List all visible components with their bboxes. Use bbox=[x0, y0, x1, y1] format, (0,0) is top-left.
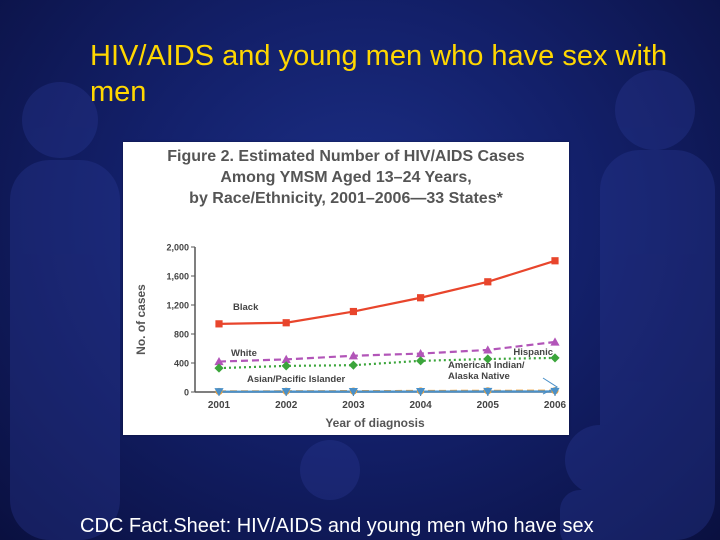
data-point bbox=[550, 353, 560, 363]
y-tick-label: 0 bbox=[184, 388, 189, 398]
y-tick-label: 1,200 bbox=[166, 301, 189, 311]
x-tick-label: 2005 bbox=[477, 400, 500, 411]
series-line bbox=[218, 340, 556, 363]
chart-axes: 0 400 800 1,200 1,600 2,000 2001 2002 2003 2004 20… bbox=[134, 243, 567, 431]
data-point bbox=[348, 360, 358, 370]
data-point bbox=[215, 320, 223, 328]
x-tick-label: 2003 bbox=[342, 400, 365, 411]
data-point bbox=[214, 356, 224, 366]
data-point bbox=[483, 354, 493, 364]
figure-title-line: Figure 2. Estimated Number of HIV/AIDS C… bbox=[167, 148, 525, 165]
figure-panel: Figure 2. Estimated Number of HIV/AIDS C… bbox=[123, 142, 569, 435]
data-point bbox=[416, 348, 426, 358]
series-label: Black bbox=[233, 302, 259, 313]
x-tick-label: 2006 bbox=[544, 400, 567, 411]
data-point bbox=[282, 319, 290, 327]
data-point bbox=[417, 294, 425, 302]
series-line bbox=[218, 356, 556, 370]
series-line bbox=[218, 259, 556, 325]
chart-series-labels: Black Hispanic White Asian/Pacific Islander… bbox=[231, 302, 559, 395]
source-footer: CDC Fact.Sheet: HIV/AIDS and young men w… bbox=[80, 515, 594, 537]
data-point bbox=[483, 345, 493, 354]
y-tick-label: 400 bbox=[174, 359, 189, 369]
series-label: Hispanic bbox=[513, 347, 553, 358]
data-point bbox=[348, 388, 358, 397]
data-point bbox=[483, 387, 493, 397]
y-tick-label: 1,600 bbox=[166, 272, 189, 282]
data-point bbox=[550, 387, 560, 397]
figure-title-line: by Race/Ethnicity, 2001–2006—33 States* bbox=[189, 190, 503, 207]
figure-title: Figure 2. Estimated Number of HIV/AIDS C… bbox=[123, 146, 569, 209]
data-point bbox=[550, 337, 560, 346]
y-axis-label: No. of cases bbox=[134, 284, 148, 355]
y-tick-label: 800 bbox=[174, 330, 189, 340]
data-point bbox=[348, 351, 358, 360]
y-tick-label: 2,000 bbox=[166, 243, 189, 253]
data-point bbox=[214, 363, 224, 373]
data-point bbox=[281, 354, 291, 363]
series-label: American Indian/Alaska Native bbox=[448, 360, 525, 382]
data-point bbox=[484, 278, 492, 286]
label-callout bbox=[542, 377, 559, 395]
data-point bbox=[416, 387, 426, 397]
data-point bbox=[214, 388, 224, 397]
x-tick-label: 2004 bbox=[409, 400, 432, 411]
slide-title: HIV/AIDS and young men who have sex with… bbox=[90, 40, 668, 108]
series-label: Asian/Pacific Islander bbox=[247, 374, 346, 385]
x-axis-label: Year of diagnosis bbox=[325, 416, 425, 430]
figure-title-line: Among YMSM Aged 13–24 Years, bbox=[220, 169, 472, 186]
data-point bbox=[349, 307, 357, 316]
data-point bbox=[281, 388, 291, 397]
chart-series-lines bbox=[218, 259, 556, 393]
data-point bbox=[551, 257, 559, 265]
x-tick-label: 2001 bbox=[208, 400, 231, 411]
series-label: White bbox=[231, 348, 257, 359]
data-point bbox=[416, 356, 426, 366]
x-tick-label: 2002 bbox=[275, 400, 298, 411]
line-chart: 0 400 800 1,200 1,600 2,000 2001 2002 2003 2004 20… bbox=[134, 243, 567, 431]
